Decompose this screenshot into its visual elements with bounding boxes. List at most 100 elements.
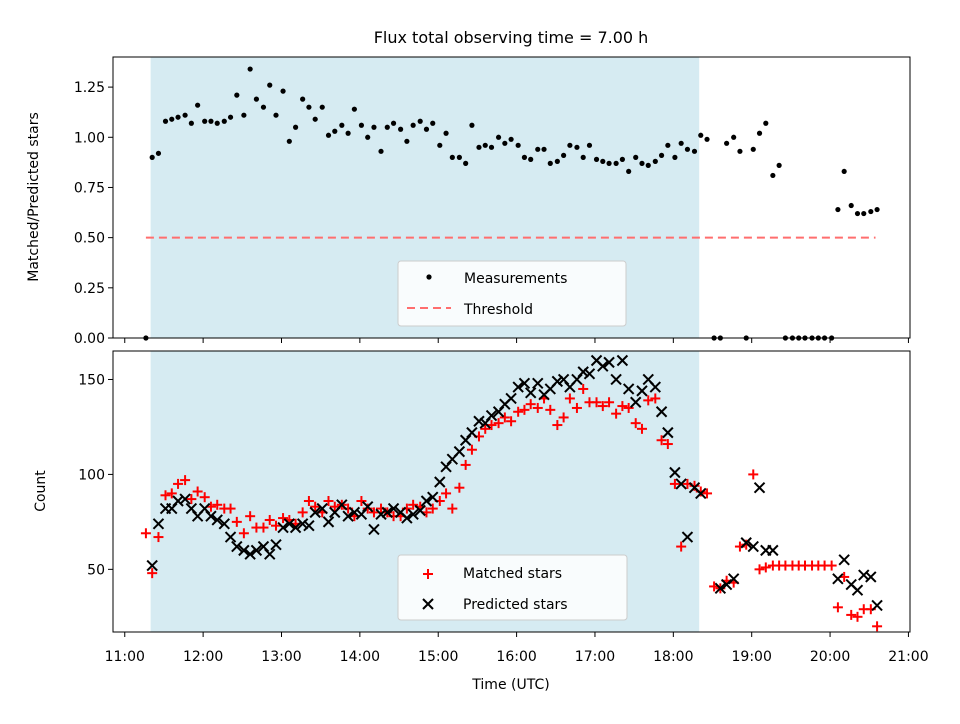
matched-star-point bbox=[506, 416, 517, 427]
count-x-tick-label: 13:00 bbox=[261, 649, 301, 665]
matched-star-point bbox=[519, 404, 530, 415]
measurement-point bbox=[345, 130, 351, 136]
measurement-point bbox=[874, 206, 880, 213]
measurement-point bbox=[776, 162, 782, 168]
matched-star-point bbox=[173, 478, 184, 489]
predicted-star-point bbox=[727, 573, 740, 585]
predicted-star-point bbox=[361, 500, 374, 513]
predicted-star-point bbox=[551, 375, 564, 388]
ratio-x-ticks bbox=[124, 338, 909, 343]
measurement-point bbox=[724, 140, 730, 146]
matched-star-point bbox=[153, 532, 164, 543]
legend-measurements-marker bbox=[426, 274, 432, 280]
matched-star-point bbox=[454, 482, 465, 493]
matched-star-point bbox=[552, 420, 563, 431]
measurement-point bbox=[423, 126, 430, 132]
measurement-point bbox=[449, 154, 455, 160]
ratio-y-tick-label: 0.25 bbox=[74, 281, 105, 297]
matched-star-point bbox=[564, 393, 575, 404]
matched-star-point bbox=[611, 408, 622, 419]
legend-predicted-label: Predicted stars bbox=[463, 597, 568, 613]
predicted-star-point bbox=[381, 506, 393, 519]
matched-star-point bbox=[225, 503, 236, 514]
legend-matched-label: Matched stars bbox=[463, 566, 562, 582]
measurement-point bbox=[704, 136, 710, 142]
matched-star-point bbox=[662, 439, 673, 450]
measurement-point bbox=[619, 156, 625, 162]
matched-star-point bbox=[362, 503, 373, 514]
measurement-point bbox=[195, 102, 201, 108]
chart-title: Flux total observing time = 7.00 h bbox=[374, 28, 649, 47]
matched-star-point bbox=[578, 383, 589, 394]
matched-star-point bbox=[636, 423, 647, 434]
measurement-point bbox=[300, 96, 306, 102]
predicted-star-point bbox=[146, 559, 158, 572]
count-x-tick-label: 21:00 bbox=[888, 649, 928, 665]
measurement-point bbox=[182, 112, 188, 118]
matched-star-point bbox=[408, 499, 419, 510]
matched-star-point bbox=[238, 528, 249, 539]
predicted-star-point bbox=[427, 491, 439, 503]
matched-star-point bbox=[278, 513, 289, 524]
measurement-point bbox=[626, 168, 632, 175]
matched-star-point bbox=[166, 488, 177, 499]
predicted-star-point bbox=[532, 377, 544, 389]
measurement-point bbox=[613, 160, 619, 166]
ratio-y-tick-label: 0.75 bbox=[74, 180, 105, 196]
matched-star-point bbox=[323, 495, 334, 506]
measurement-point bbox=[488, 144, 495, 150]
matched-star-point bbox=[545, 404, 556, 415]
predicted-star-point bbox=[871, 599, 883, 612]
measurement-point bbox=[202, 118, 208, 124]
measurement-point bbox=[175, 114, 181, 120]
predicted-star-point bbox=[466, 426, 478, 439]
predicted-star-point bbox=[296, 518, 309, 530]
predicted-star-points bbox=[146, 354, 883, 612]
predicted-star-point bbox=[420, 495, 433, 507]
count-legend: Matched stars Predicted stars bbox=[397, 554, 628, 621]
ratio-y-tick-label: 1.00 bbox=[74, 130, 105, 146]
count-legend-box bbox=[397, 554, 628, 621]
measurement-point bbox=[469, 122, 475, 128]
measurement-point bbox=[286, 138, 292, 144]
predicted-star-point bbox=[681, 531, 694, 543]
matched-star-point bbox=[441, 488, 452, 499]
legend-measurements-label: Measurements bbox=[464, 271, 567, 287]
measurement-point bbox=[188, 120, 194, 126]
matched-star-point bbox=[702, 488, 713, 499]
measurement-point bbox=[430, 120, 436, 126]
measurement-point bbox=[149, 154, 155, 160]
predicted-star-point bbox=[152, 518, 165, 530]
predicted-star-point bbox=[348, 506, 361, 519]
matched-star-point bbox=[303, 495, 314, 506]
predicted-star-point bbox=[387, 502, 400, 515]
measurement-point bbox=[417, 118, 423, 124]
ratio-legend-box bbox=[397, 260, 627, 327]
measurement-point bbox=[247, 66, 253, 72]
measurement-point bbox=[280, 88, 286, 94]
measurement-point bbox=[306, 104, 312, 110]
ratio-panel-frame bbox=[112, 56, 911, 339]
predicted-star-point bbox=[407, 508, 419, 520]
matched-star-point bbox=[591, 397, 602, 408]
predicted-star-point bbox=[865, 571, 877, 583]
measurement-point bbox=[325, 132, 332, 138]
predicted-star-point bbox=[603, 356, 615, 369]
predicted-star-point bbox=[270, 538, 282, 551]
matched-star-point bbox=[525, 399, 536, 410]
measurement-point bbox=[208, 118, 214, 124]
measurement-point bbox=[848, 202, 854, 209]
predicted-star-point bbox=[597, 360, 609, 372]
matched-star-point bbox=[643, 395, 654, 406]
predicted-star-point bbox=[309, 506, 321, 519]
count-y-tick-label: 50 bbox=[87, 562, 105, 578]
measurement-point bbox=[371, 124, 377, 130]
measurement-point bbox=[155, 150, 162, 156]
predicted-star-point bbox=[485, 409, 498, 422]
matched-star-point bbox=[676, 541, 687, 552]
predicted-star-point bbox=[832, 573, 844, 585]
predicted-star-point bbox=[322, 516, 335, 528]
predicted-star-point bbox=[740, 537, 752, 549]
